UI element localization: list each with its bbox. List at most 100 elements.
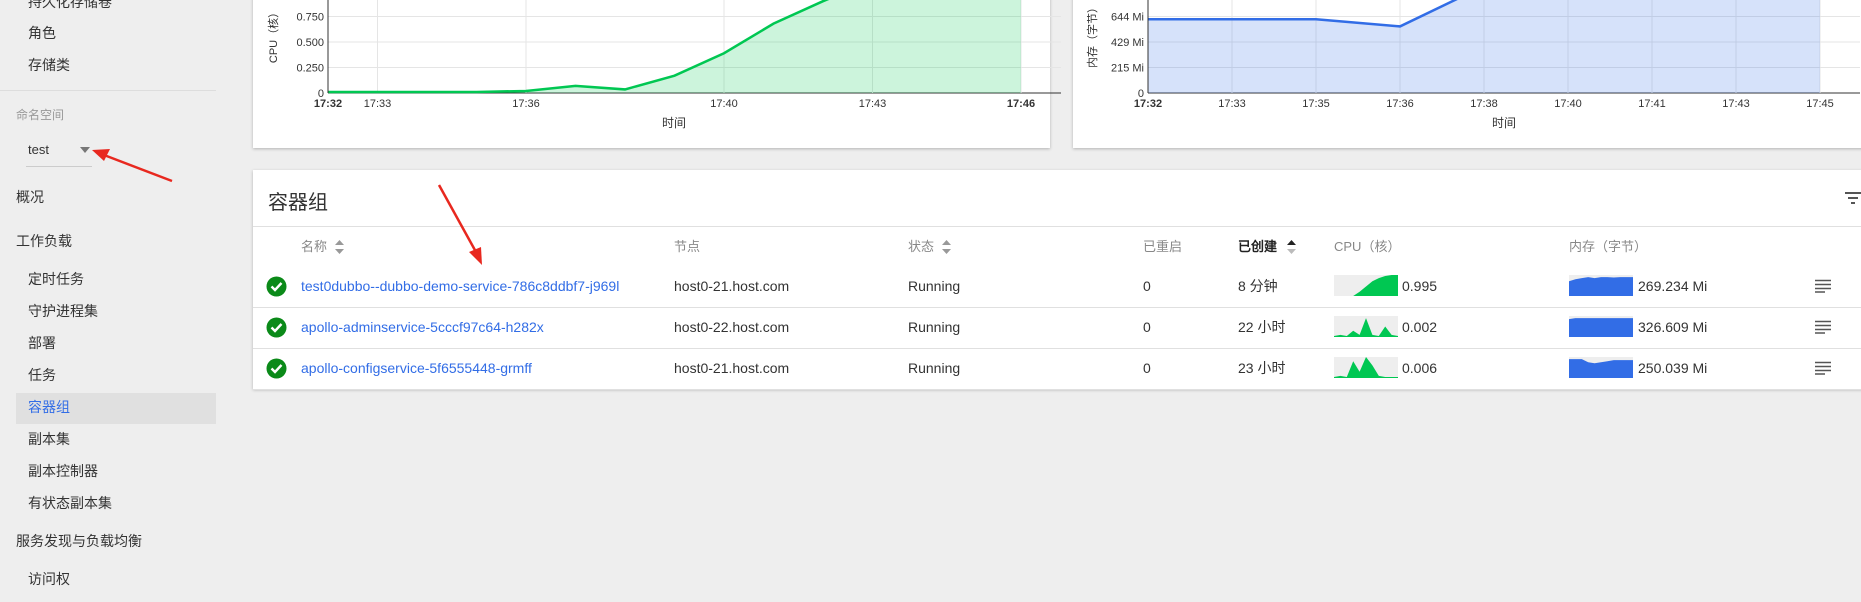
x-tick-label: 17:33	[364, 98, 392, 110]
x-axis-label: 时间	[1492, 116, 1516, 130]
column-header[interactable]: 状态	[908, 239, 935, 254]
namespace-select[interactable]: test	[26, 138, 92, 167]
status-circle	[266, 317, 287, 338]
namespace-label: 命名空间	[16, 108, 65, 122]
sort-icon-active[interactable]	[1287, 240, 1296, 254]
sparkline	[1334, 316, 1398, 337]
column-header: 节点	[674, 239, 701, 254]
x-tick-label: 17:38	[1470, 98, 1498, 110]
sparkline-area	[1569, 277, 1633, 296]
created: 23 小时	[1238, 360, 1286, 376]
divider	[253, 226, 1861, 227]
x-tick-label: 17:43	[1722, 98, 1750, 110]
logs-icon[interactable]	[1815, 320, 1831, 334]
filter-icon[interactable]	[1845, 191, 1861, 205]
sparkline-area	[1334, 275, 1398, 296]
sparkline-area	[1334, 318, 1398, 337]
nav-section[interactable]: 服务发现与负载均衡	[16, 533, 142, 549]
sort-icon[interactable]	[335, 240, 344, 254]
memory-value: 326.609 Mi	[1638, 319, 1708, 335]
status-circle	[266, 276, 287, 297]
x-tick-label: 17:45	[1806, 98, 1834, 110]
x-tick-label: 17:35	[1302, 98, 1330, 110]
nav-item[interactable]: 部署	[28, 335, 56, 351]
sparkline-area	[1569, 359, 1633, 378]
nav-section[interactable]: 工作负载	[16, 233, 72, 249]
sparkline	[1569, 316, 1633, 337]
sparkline-area	[1569, 318, 1633, 337]
nav-item[interactable]: 存储类	[28, 57, 70, 73]
y-axis-label: 内存（字节）	[1085, 2, 1099, 68]
x-tick-label: 17:32	[1134, 98, 1162, 110]
status: Running	[908, 319, 961, 335]
status-icon	[266, 358, 287, 379]
node: host0-21.host.com	[674, 278, 790, 294]
cpu-chart-card	[253, 0, 1050, 148]
x-tick-label: 17:40	[710, 98, 738, 110]
cpu-value: 0.002	[1402, 319, 1438, 335]
nav-item[interactable]: 访问权	[28, 571, 70, 587]
logs-icon[interactable]	[1815, 361, 1831, 375]
memory-value: 269.234 Mi	[1638, 278, 1708, 294]
namespace-value: test	[28, 142, 49, 157]
x-tick-label: 17:46	[1007, 98, 1035, 110]
check	[270, 323, 283, 333]
icon-lines	[1815, 361, 1831, 375]
nav-item[interactable]: 副本控制器	[28, 463, 98, 479]
cpu-value: 0.995	[1402, 278, 1438, 294]
y-tick-label: 0.750	[296, 12, 324, 24]
node: host0-21.host.com	[674, 360, 790, 376]
sort-icon[interactable]	[942, 240, 951, 254]
logs-icon[interactable]	[1815, 279, 1831, 293]
restarts: 0	[1143, 360, 1151, 376]
nav-item-active[interactable]: 容器组	[28, 399, 70, 415]
x-tick-label: 17:33	[1218, 98, 1246, 110]
nav-item[interactable]: 副本集	[28, 431, 70, 447]
status-circle	[266, 358, 287, 379]
restarts: 0	[1143, 319, 1151, 335]
nav-item[interactable]: 角色	[28, 25, 56, 41]
pod-link[interactable]: apollo-configservice-5f6555448-grmff	[301, 360, 532, 376]
nav-item[interactable]: 有状态副本集	[28, 495, 112, 511]
column-header[interactable]: 已创建	[1238, 239, 1278, 254]
status: Running	[908, 278, 961, 294]
y-tick-label: 644 Mi	[1111, 11, 1144, 23]
charts: 0 0.250 0.500 0.750 17:32 17:33 17:36 17:40 17:4…	[266, 0, 1860, 130]
memory-chart-card	[1073, 0, 1861, 148]
y-tick-label: 215 Mi	[1111, 62, 1144, 74]
created: 8 分钟	[1238, 278, 1278, 294]
area	[328, 0, 1021, 93]
sparkline	[1334, 275, 1398, 296]
line	[1148, 0, 1458, 28]
nav-item[interactable]: 概况	[16, 189, 44, 205]
row-divider	[253, 389, 1861, 390]
column-header[interactable]: 名称	[301, 239, 328, 254]
icon-lines	[1815, 279, 1831, 293]
pod-link[interactable]: test0dubbo--dubbo-demo-service-786c8ddbf…	[301, 278, 620, 294]
area	[1148, 0, 1820, 93]
y-tick-label: 0	[1138, 88, 1144, 100]
node: host0-22.host.com	[674, 319, 790, 335]
x-tick-label: 17:32	[314, 98, 342, 110]
pod-link[interactable]: apollo-adminservice-5cccf97c64-h282x	[301, 319, 544, 335]
created: 22 小时	[1238, 319, 1286, 335]
sparkline	[1569, 357, 1633, 378]
card-title: 容器组	[268, 192, 328, 214]
icon-lines	[1815, 320, 1831, 334]
x-axis-label: 时间	[662, 116, 686, 130]
dropdown-caret	[80, 147, 90, 153]
restarts: 0	[1143, 278, 1151, 294]
row-divider	[253, 348, 1861, 349]
nav-item[interactable]: 任务	[28, 367, 56, 383]
active-highlight	[16, 393, 216, 424]
y-tick-label: 0.250	[296, 63, 324, 75]
sparkline	[1334, 357, 1398, 378]
nav-item[interactable]: 持久化存储卷	[28, 0, 112, 10]
divider	[0, 90, 216, 91]
row-divider	[253, 307, 1861, 308]
y-tick-label: 0	[318, 88, 324, 100]
nav-item[interactable]: 守护进程集	[28, 303, 98, 319]
nav-item[interactable]: 定时任务	[28, 271, 84, 287]
check	[270, 282, 283, 292]
